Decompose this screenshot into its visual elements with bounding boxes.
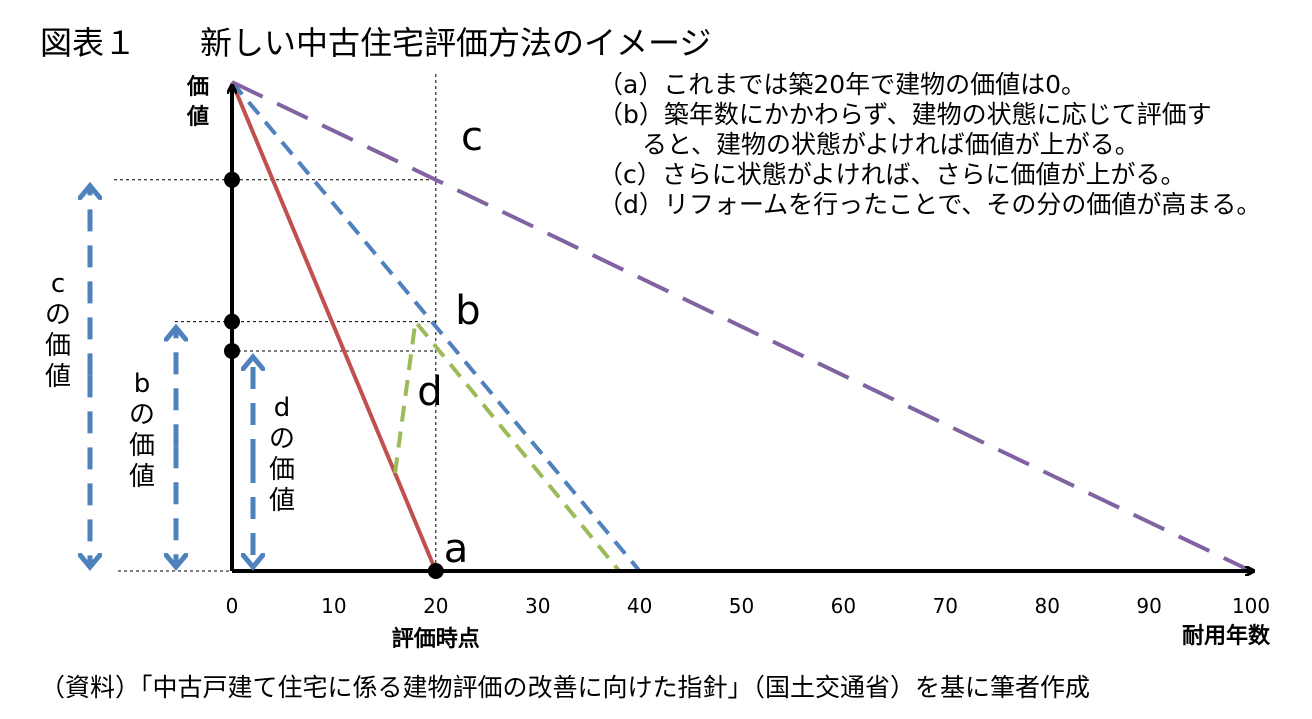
series-label-d: d (417, 369, 442, 415)
series-line-b (230, 80, 642, 573)
x-tick-label: 80 (1034, 594, 1059, 618)
y-axis-label: 価 (186, 75, 209, 100)
eval-dot (427, 563, 444, 579)
series-label-b: b (455, 288, 480, 334)
note-b-line2: ると、建物の状態がよければ価値が上がる。 (642, 130, 1140, 159)
series-line-c (231, 80, 1252, 573)
note-c: （c）さらに状態がよければ、さらに価値が上がる。 (598, 160, 1186, 189)
value-label-b: 値 (129, 462, 155, 492)
x-tick-label: 100 (1232, 594, 1270, 618)
source-note: （資料）「中古戸建て住宅に係る建物評価の改善に向けた指針」（国土交通省）を基に筆… (40, 673, 1091, 702)
value-label-d: 値 (269, 486, 295, 516)
note-a: （a）これまでは築20年で建物の価値は0。 (598, 70, 1087, 99)
note-b-line1: （b）築年数にかかわらず、建物の状態に応じて評価す (598, 100, 1212, 129)
value-label-b: b (134, 369, 151, 399)
eval-point-label: 評価時点 (392, 626, 480, 652)
value-label-c: 価 (45, 331, 71, 361)
series-line-a (230, 81, 438, 572)
y-axis-label: 値 (186, 105, 209, 130)
series-label-a: a (444, 526, 469, 572)
x-tick-label: 20 (423, 594, 448, 618)
series-label-c: c (461, 114, 483, 160)
value-dot (224, 171, 240, 188)
value-dot (224, 313, 240, 330)
page-title: 図表１ 新しい中古住宅評価方法のイメージ (40, 24, 712, 62)
value-label-c: の (45, 300, 71, 330)
series-line-d (393, 319, 621, 573)
value-label-c: c (51, 269, 65, 299)
x-tick-label: 70 (933, 594, 958, 618)
value-label-d: d (274, 393, 291, 423)
value-label-b: 価 (129, 431, 155, 461)
x-tick-label: 0 (226, 594, 239, 618)
x-axis-label: 耐用年数 (1182, 623, 1271, 649)
x-tick-label: 30 (525, 594, 550, 618)
x-tick-label: 90 (1136, 594, 1161, 618)
notes-box: （a）これまでは築20年で建物の価値は0。 （b）築年数にかかわらず、建物の状態… (598, 70, 1261, 220)
x-tick-label: 40 (627, 594, 652, 618)
x-tick-label: 50 (729, 594, 754, 618)
value-label-b: の (129, 400, 155, 430)
value-label-d: 価 (269, 455, 295, 485)
note-d: （d）リフォームを行ったことで、その分の価値が高まる。 (598, 190, 1262, 219)
value-label-c: 値 (45, 362, 71, 392)
x-tick-label: 60 (831, 594, 856, 618)
value-label-d: の (269, 424, 295, 454)
value-dot (224, 342, 240, 359)
x-tick-label: 10 (321, 594, 346, 618)
